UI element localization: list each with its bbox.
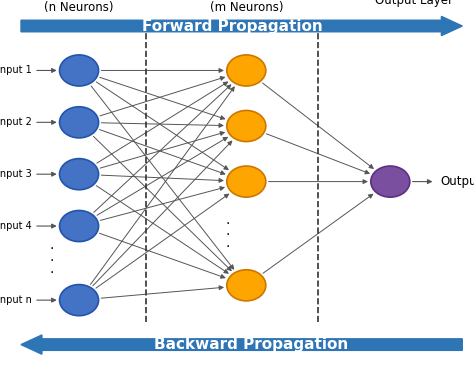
Text: Input Layer
(n Neurons): Input Layer (n Neurons) <box>44 0 114 14</box>
Circle shape <box>60 107 99 138</box>
Text: ·
·
·: · · · <box>49 242 54 280</box>
Circle shape <box>60 285 99 316</box>
Circle shape <box>60 55 99 86</box>
Text: Input 3: Input 3 <box>0 169 32 179</box>
Circle shape <box>227 270 266 301</box>
Text: Input 2: Input 2 <box>0 117 32 127</box>
FancyArrow shape <box>21 16 462 36</box>
Text: Input n: Input n <box>0 295 32 305</box>
Circle shape <box>60 211 99 242</box>
Text: Forward Propagation: Forward Propagation <box>142 19 323 34</box>
Text: Hidden Layer
(m Neurons): Hidden Layer (m Neurons) <box>207 0 286 14</box>
FancyArrow shape <box>21 335 462 354</box>
Text: Input 4: Input 4 <box>0 221 32 231</box>
Circle shape <box>60 159 99 190</box>
Text: Backward Propagation: Backward Propagation <box>154 337 348 352</box>
Text: ·
·
·: · · · <box>226 217 230 254</box>
Circle shape <box>371 166 410 197</box>
Text: Output Layer: Output Layer <box>374 0 453 7</box>
Text: Input 1: Input 1 <box>0 65 32 76</box>
Circle shape <box>227 55 266 86</box>
Text: Output: Output <box>440 175 474 188</box>
Circle shape <box>227 110 266 142</box>
Circle shape <box>227 166 266 197</box>
